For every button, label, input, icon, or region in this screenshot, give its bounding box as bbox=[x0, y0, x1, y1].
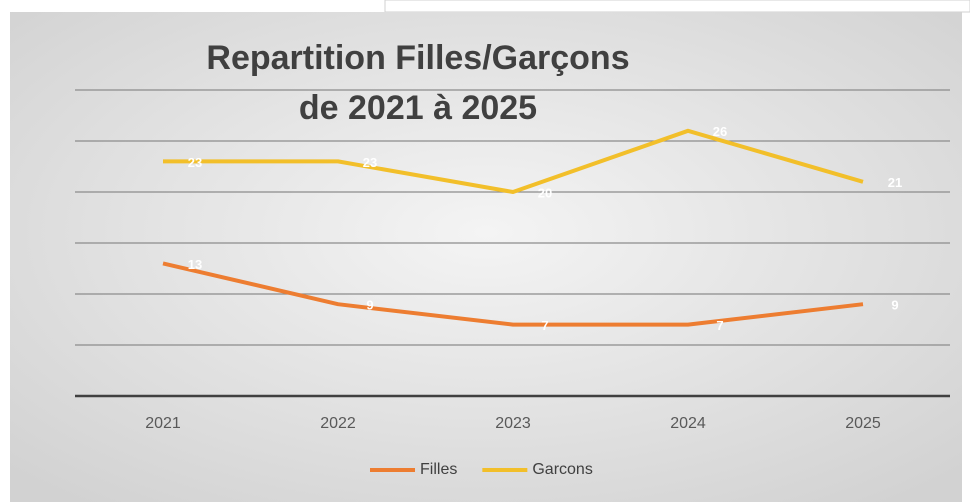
legend-label: Garcons bbox=[532, 461, 592, 478]
x-tick-label: 2021 bbox=[145, 415, 181, 432]
data-label: 23 bbox=[188, 155, 202, 170]
data-label: 23 bbox=[363, 155, 377, 170]
x-tick-label: 2025 bbox=[845, 415, 881, 432]
data-label: 9 bbox=[366, 298, 373, 313]
x-tick-label: 2023 bbox=[495, 415, 531, 432]
chart-title: Repartition Filles/Garçons bbox=[206, 39, 629, 77]
legend-label: Filles bbox=[420, 461, 457, 478]
data-label: 26 bbox=[713, 124, 727, 139]
data-label: 7 bbox=[541, 318, 548, 333]
line bbox=[163, 128, 864, 194]
chart-title: de 2021 à 2025 bbox=[299, 89, 537, 127]
data-label: 13 bbox=[188, 257, 202, 272]
x-tick-label: 2022 bbox=[320, 415, 356, 432]
data-label: 21 bbox=[888, 175, 902, 190]
x-tick-label: 2024 bbox=[670, 415, 706, 432]
data-label: 20 bbox=[538, 185, 552, 200]
chart-area bbox=[10, 12, 962, 502]
toolbar-box bbox=[384, 0, 970, 13]
data-label: 9 bbox=[891, 298, 898, 313]
line bbox=[162, 261, 864, 327]
data-label: 7 bbox=[716, 318, 723, 333]
